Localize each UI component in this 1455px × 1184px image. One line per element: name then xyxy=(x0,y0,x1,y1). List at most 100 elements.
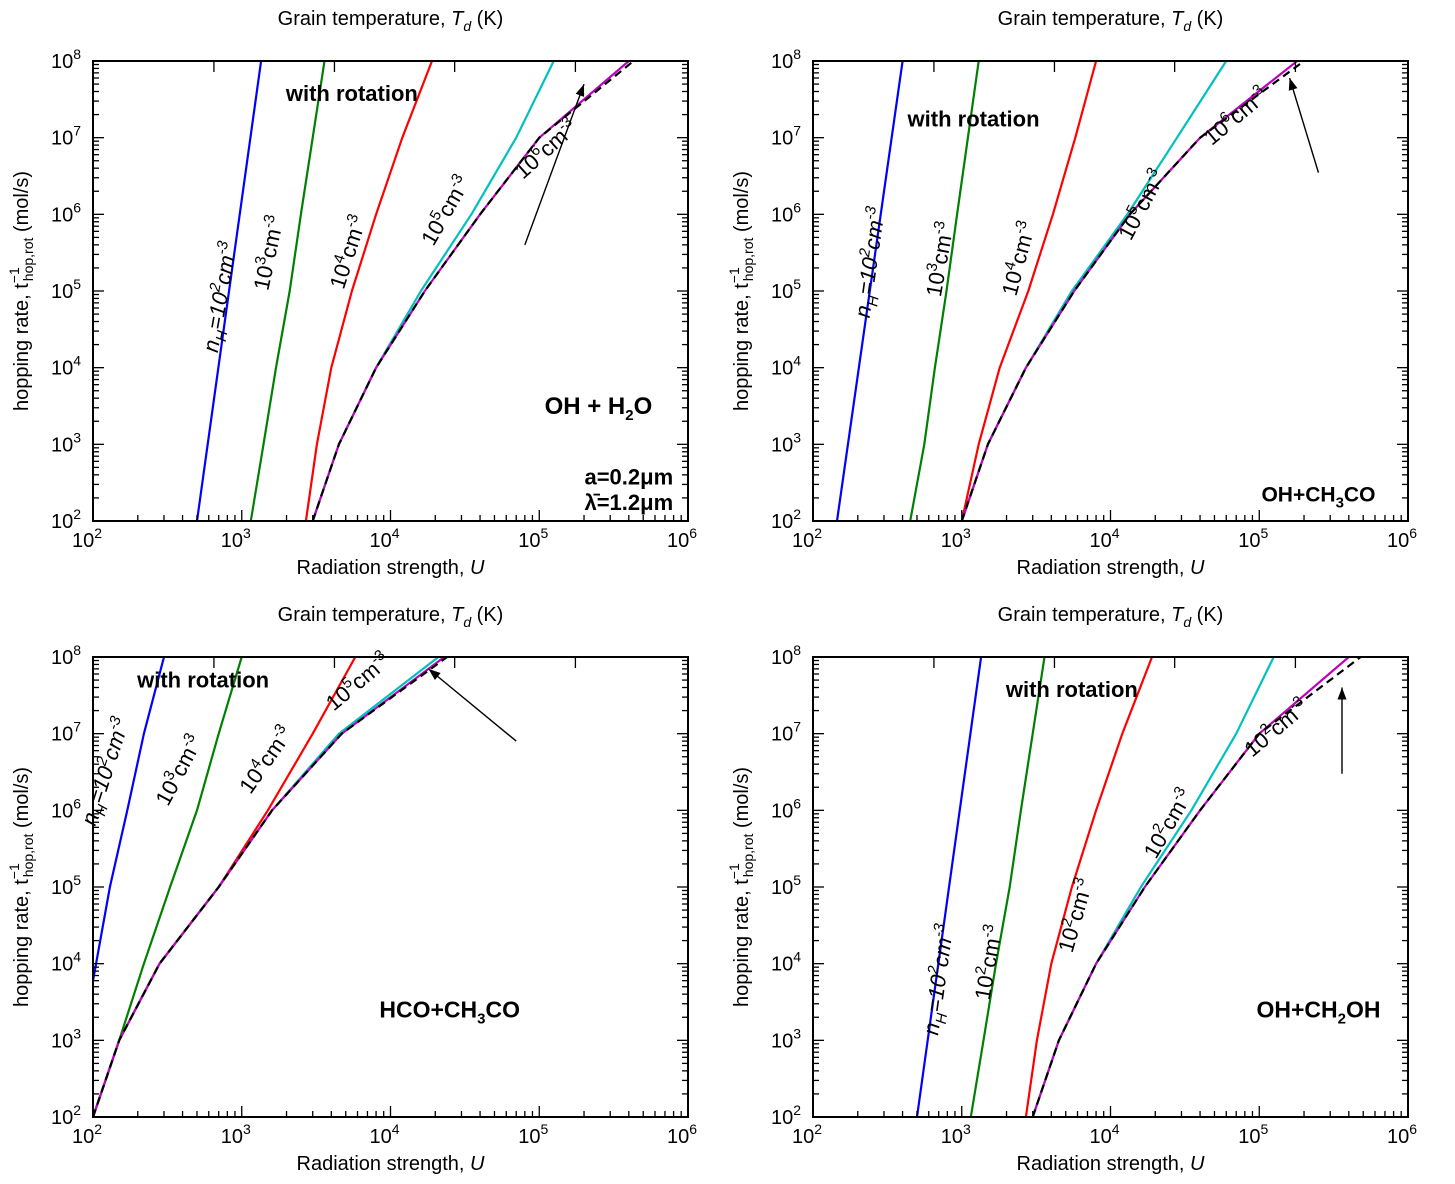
series-line-2 xyxy=(304,61,434,521)
x-axis-label: Radiation strength, U xyxy=(1017,1153,1205,1175)
top-axis-label: Grain temperature, Td (K) xyxy=(278,604,504,630)
arrow-head xyxy=(428,668,441,680)
series-line-0 xyxy=(915,657,983,1117)
x-tick-label: 102 xyxy=(72,1121,102,1148)
y-tick-label: 104 xyxy=(771,353,801,380)
annotation: a=0.2μm xyxy=(584,464,673,489)
arrow-shaft xyxy=(524,83,585,246)
top-axis-label: Grain temperature, Td (K) xyxy=(998,8,1224,34)
y-axis-label: hopping rate, t−1hop,rot (mol/s) xyxy=(6,171,36,411)
x-tick-label: 103 xyxy=(221,525,251,552)
y-tick-label: 107 xyxy=(51,719,81,746)
curve-label: 105cm-3 xyxy=(1111,165,1170,244)
series-line-5 xyxy=(1031,657,1362,1117)
curve-label: 105cm-3 xyxy=(320,646,395,715)
y-tick-label: 106 xyxy=(51,795,81,822)
curve-label: 102cm-3 xyxy=(1238,693,1313,762)
series-line-1 xyxy=(969,657,1046,1117)
x-tick-label: 106 xyxy=(667,525,697,552)
y-axis-label: hopping rate, t−1hop,rot (mol/s) xyxy=(726,171,756,411)
annotation: with rotation xyxy=(136,668,269,693)
x-tick-label: 102 xyxy=(792,525,822,552)
series-line-0 xyxy=(835,61,904,521)
x-tick-label: 105 xyxy=(518,1121,548,1148)
annotation: with rotation xyxy=(285,81,418,106)
series-line-3 xyxy=(311,61,555,521)
x-tick-label: 103 xyxy=(221,1121,251,1148)
arrow-head xyxy=(575,84,585,97)
curve-label: 106cm-3 xyxy=(1198,81,1273,150)
panel-bottom-left: 102 103 104 105 106 102 103 104 105 106 107 108 Radi… xyxy=(6,604,697,1175)
x-tick-label: 104 xyxy=(369,525,399,552)
y-tick-label: 104 xyxy=(51,949,81,976)
curve-label: 106cm-3 xyxy=(508,113,582,184)
arrow-shaft xyxy=(1288,77,1320,173)
y-tick-label: 102 xyxy=(51,1102,81,1129)
panel-top-left: 102 103 104 105 106 102 103 104 105 106 107 108 Radi… xyxy=(6,8,697,579)
series-line-5 xyxy=(311,61,635,521)
series-line-2 xyxy=(1024,657,1154,1117)
annotation: OH+CH3CO xyxy=(1261,483,1375,511)
curve-label: 104cm-3 xyxy=(232,721,297,798)
top-axis-label: Grain temperature, Td (K) xyxy=(278,8,504,34)
y-tick-label: 103 xyxy=(771,429,801,456)
annotation: OH+CH2OH xyxy=(1256,996,1380,1027)
y-tick-label: 108 xyxy=(771,642,801,669)
y-tick-label: 107 xyxy=(51,123,81,150)
y-tick-label: 108 xyxy=(51,642,81,669)
y-tick-label: 105 xyxy=(51,872,81,899)
y-tick-label: 103 xyxy=(771,1025,801,1052)
y-tick-label: 102 xyxy=(771,1102,801,1129)
curve-label: 102cm-3 xyxy=(1137,784,1198,863)
y-tick-label: 106 xyxy=(771,199,801,226)
y-tick-label: 103 xyxy=(51,429,81,456)
series-line-0 xyxy=(195,61,263,521)
plot-frame xyxy=(92,656,689,1118)
plot-frame xyxy=(92,60,689,522)
x-tick-label: 102 xyxy=(792,1121,822,1148)
annotation: with rotation xyxy=(907,106,1040,131)
annotation: with rotation xyxy=(1005,677,1138,702)
y-tick-label: 105 xyxy=(771,276,801,303)
y-tick-label: 105 xyxy=(51,276,81,303)
x-tick-label: 106 xyxy=(1387,1121,1417,1148)
y-tick-label: 106 xyxy=(51,199,81,226)
x-tick-label: 103 xyxy=(941,1121,971,1148)
series-line-1 xyxy=(909,61,980,521)
x-tick-label: 102 xyxy=(72,525,102,552)
plot-frame xyxy=(812,656,1409,1118)
curve-label: 103cm-3 xyxy=(247,213,289,292)
x-axis-label: Radiation strength, U xyxy=(297,557,485,579)
arrow-head xyxy=(1337,687,1347,700)
panel-bottom-right: 102 103 104 105 106 102 103 104 105 106 107 108 Radi… xyxy=(726,604,1417,1175)
curve-label: nH=102cm-3 xyxy=(196,239,247,355)
y-tick-label: 102 xyxy=(771,506,801,533)
y-tick-label: 108 xyxy=(771,46,801,73)
y-tick-label: 104 xyxy=(771,949,801,976)
y-tick-label: 102 xyxy=(51,506,81,533)
x-tick-label: 106 xyxy=(1387,525,1417,552)
series-line-2 xyxy=(93,657,357,1117)
y-tick-label: 104 xyxy=(51,353,81,380)
series-line-0 xyxy=(93,657,166,981)
x-tick-label: 106 xyxy=(667,1121,697,1148)
x-tick-label: 104 xyxy=(369,1121,399,1148)
x-axis-label: Radiation strength, U xyxy=(1017,557,1205,579)
curve-label: nH=102cm-3 xyxy=(916,922,963,1037)
series-line-5 xyxy=(93,657,448,1117)
series-line-2 xyxy=(960,61,1098,521)
series-line-5 xyxy=(960,61,1305,521)
curve-label: 104cm-3 xyxy=(995,218,1041,298)
y-axis-label: hopping rate, t−1hop,rot (mol/s) xyxy=(726,767,756,1007)
curve-label: 102cm-3 xyxy=(968,923,1008,1002)
x-tick-label: 104 xyxy=(1089,1121,1119,1148)
y-tick-label: 108 xyxy=(51,46,81,73)
x-tick-label: 104 xyxy=(1089,525,1119,552)
curve-label: nH=102cm-3 xyxy=(848,204,895,319)
series-line-1 xyxy=(249,61,326,521)
x-tick-label: 105 xyxy=(1238,525,1268,552)
curve-label: 105cm-3 xyxy=(414,171,475,250)
curve-label: 103cm-3 xyxy=(919,220,959,299)
x-tick-label: 103 xyxy=(941,525,971,552)
